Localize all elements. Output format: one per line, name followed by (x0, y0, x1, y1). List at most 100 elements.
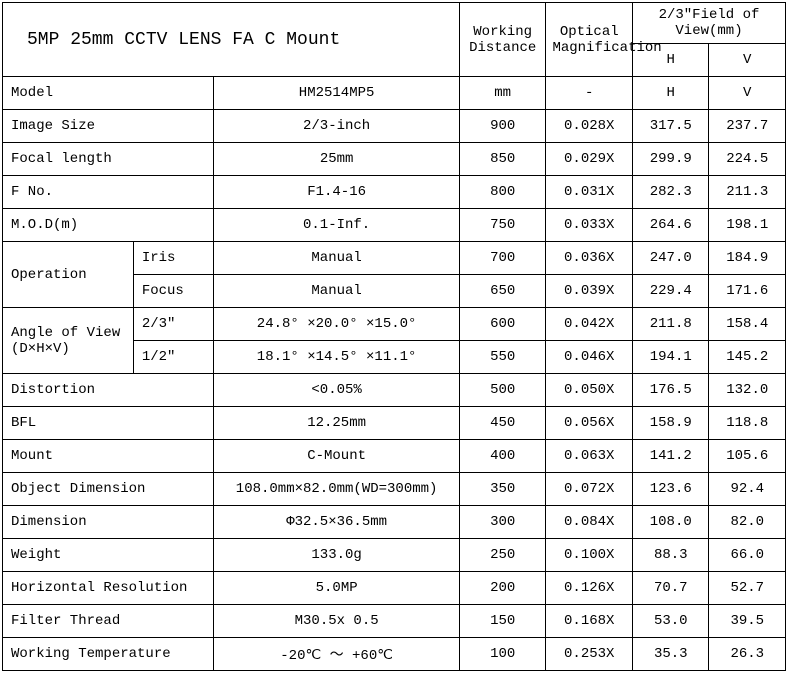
data-h: 299.9 (633, 143, 709, 176)
data-mag: 0.036X (546, 242, 633, 275)
data-wd: 700 (459, 242, 546, 275)
data-mag: 0.042X (546, 308, 633, 341)
data-mag: 0.028X (546, 110, 633, 143)
spec-sublabel: 1/2" (133, 341, 214, 374)
spec-label: Dimension (3, 506, 214, 539)
data-mag: 0.056X (546, 407, 633, 440)
data-mag: 0.253X (546, 638, 633, 671)
table-row: Model HM2514MP5 mm - H V (3, 77, 786, 110)
data-h: 211.8 (633, 308, 709, 341)
spec-label: Mount (3, 440, 214, 473)
table-row: Filter Thread M30.5x 0.5 150 0.168X 53.0… (3, 605, 786, 638)
table-row: Horizontal Resolution 5.0MP 200 0.126X 7… (3, 572, 786, 605)
table-row: M.O.D(m) 0.1-Inf. 750 0.033X 264.6 198.1 (3, 209, 786, 242)
data-wd: 650 (459, 275, 546, 308)
spec-label: F No. (3, 176, 214, 209)
data-wd: 300 (459, 506, 546, 539)
data-wd: mm (459, 77, 546, 110)
spec-value: <0.05% (214, 374, 460, 407)
spec-value: C-Mount (214, 440, 460, 473)
data-mag: 0.063X (546, 440, 633, 473)
table-row: Weight 133.0g 250 0.100X 88.3 66.0 (3, 539, 786, 572)
table-row: Dimension Φ32.5×36.5mm 300 0.084X 108.0 … (3, 506, 786, 539)
spec-value: 2/3-inch (214, 110, 460, 143)
data-mag: 0.046X (546, 341, 633, 374)
data-v: 224.5 (709, 143, 786, 176)
spec-label: Angle of View (D×H×V) (3, 308, 134, 374)
spec-value: 133.0g (214, 539, 460, 572)
spec-value: F1.4-16 (214, 176, 460, 209)
spec-value: 24.8° ×20.0° ×15.0° (214, 308, 460, 341)
data-wd: 550 (459, 341, 546, 374)
data-mag: 0.039X (546, 275, 633, 308)
data-v: 52.7 (709, 572, 786, 605)
spec-label: Focal length (3, 143, 214, 176)
spec-label: Horizontal Resolution (3, 572, 214, 605)
spec-value: 5.0MP (214, 572, 460, 605)
data-mag: 0.031X (546, 176, 633, 209)
page-title: 5MP 25mm CCTV LENS FA C Mount (3, 3, 460, 77)
data-wd: 350 (459, 473, 546, 506)
spec-label: Filter Thread (3, 605, 214, 638)
lens-spec-table: 5MP 25mm CCTV LENS FA C Mount Working Di… (2, 2, 786, 671)
data-v: 132.0 (709, 374, 786, 407)
data-wd: 450 (459, 407, 546, 440)
data-v: 66.0 (709, 539, 786, 572)
spec-label: Distortion (3, 374, 214, 407)
data-v: 184.9 (709, 242, 786, 275)
spec-value: 108.0mm×82.0mm(WD=300mm) (214, 473, 460, 506)
data-wd: 900 (459, 110, 546, 143)
spec-value: 25mm (214, 143, 460, 176)
data-v: 92.4 (709, 473, 786, 506)
header-fov: 2/3"Field of View(mm) (633, 3, 786, 44)
table-row: Image Size 2/3-inch 900 0.028X 317.5 237… (3, 110, 786, 143)
spec-label: M.O.D(m) (3, 209, 214, 242)
table-row: Object Dimension 108.0mm×82.0mm(WD=300mm… (3, 473, 786, 506)
data-h: 282.3 (633, 176, 709, 209)
data-mag: 0.033X (546, 209, 633, 242)
spec-value: Φ32.5×36.5mm (214, 506, 460, 539)
data-h: 158.9 (633, 407, 709, 440)
data-h: 247.0 (633, 242, 709, 275)
data-v: 237.7 (709, 110, 786, 143)
data-v: 26.3 (709, 638, 786, 671)
data-v: 158.4 (709, 308, 786, 341)
spec-value: Manual (214, 242, 460, 275)
table-row: Focal length 25mm 850 0.029X 299.9 224.5 (3, 143, 786, 176)
spec-value: HM2514MP5 (214, 77, 460, 110)
data-h: 108.0 (633, 506, 709, 539)
header-magnification: Optical Magnification (546, 3, 633, 77)
spec-label: Object Dimension (3, 473, 214, 506)
data-v: 198.1 (709, 209, 786, 242)
data-v: 39.5 (709, 605, 786, 638)
table-row: F No. F1.4-16 800 0.031X 282.3 211.3 (3, 176, 786, 209)
header-fov-v: V (709, 44, 786, 77)
table-row: Mount C-Mount 400 0.063X 141.2 105.6 (3, 440, 786, 473)
data-h: 53.0 (633, 605, 709, 638)
spec-value: 12.25mm (214, 407, 460, 440)
data-h: H (633, 77, 709, 110)
table-row: BFL 12.25mm 450 0.056X 158.9 118.8 (3, 407, 786, 440)
data-mag: 0.050X (546, 374, 633, 407)
data-mag: 0.168X (546, 605, 633, 638)
spec-value: Manual (214, 275, 460, 308)
data-v: V (709, 77, 786, 110)
data-h: 229.4 (633, 275, 709, 308)
spec-sublabel: Iris (133, 242, 214, 275)
data-h: 194.1 (633, 341, 709, 374)
data-h: 35.3 (633, 638, 709, 671)
data-mag: 0.072X (546, 473, 633, 506)
spec-value: 18.1° ×14.5° ×11.1° (214, 341, 460, 374)
data-mag: 0.126X (546, 572, 633, 605)
header-working-distance: Working Distance (459, 3, 546, 77)
data-v: 82.0 (709, 506, 786, 539)
data-wd: 150 (459, 605, 546, 638)
spec-sublabel: Focus (133, 275, 214, 308)
table-row: Distortion <0.05% 500 0.050X 176.5 132.0 (3, 374, 786, 407)
spec-label: Operation (3, 242, 134, 308)
data-wd: 600 (459, 308, 546, 341)
data-h: 88.3 (633, 539, 709, 572)
data-h: 123.6 (633, 473, 709, 506)
data-mag: 0.084X (546, 506, 633, 539)
spec-label: BFL (3, 407, 214, 440)
